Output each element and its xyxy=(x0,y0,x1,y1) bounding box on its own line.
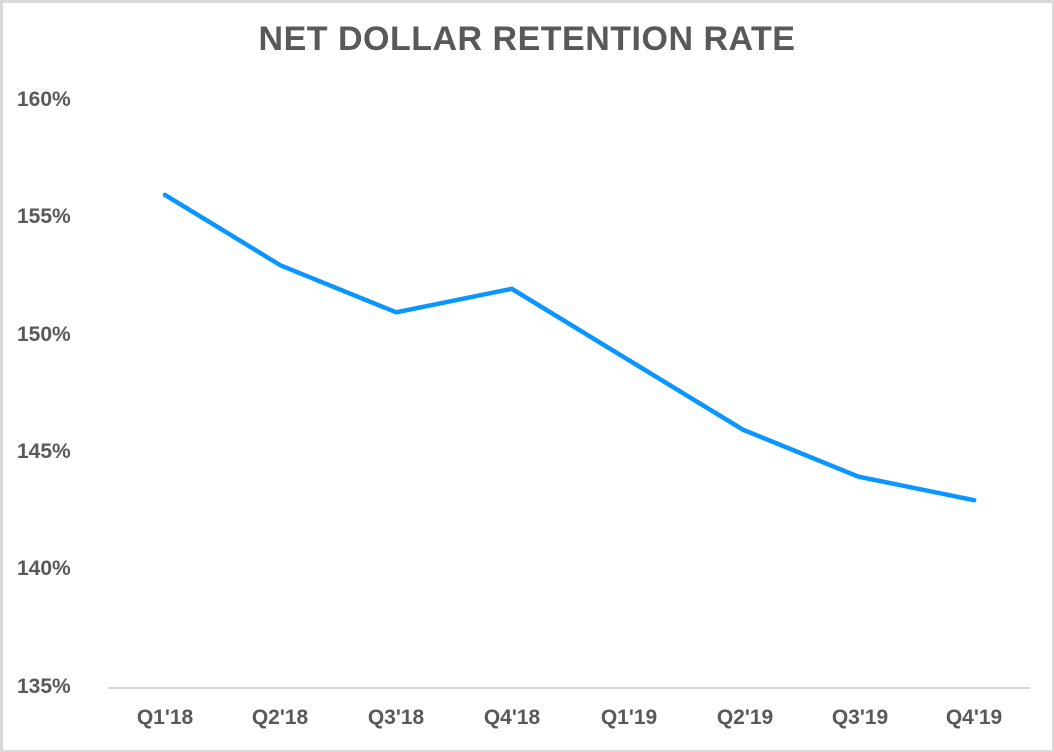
y-tick-label: 145% xyxy=(17,440,71,463)
x-tick-label: Q3'18 xyxy=(367,706,425,729)
y-tick-label: 160% xyxy=(17,88,71,111)
y-tick-label: 155% xyxy=(17,205,71,228)
x-tick-label: Q3'19 xyxy=(831,706,889,729)
chart-title: NET DOLLAR RETENTION RATE xyxy=(258,20,796,58)
x-tick-label: Q4'18 xyxy=(483,706,541,729)
series-line xyxy=(162,192,977,503)
x-tick-label: Q2'19 xyxy=(716,706,774,729)
x-tick-label: Q2'18 xyxy=(251,706,309,729)
x-tick-label: Q1'18 xyxy=(136,706,194,729)
x-tick-label: Q1'19 xyxy=(600,706,658,729)
y-tick-label: 140% xyxy=(17,557,71,580)
x-tick-label: Q4'19 xyxy=(945,706,1003,729)
y-tick-label: 150% xyxy=(17,323,71,346)
y-tick-label: 135% xyxy=(17,675,71,698)
